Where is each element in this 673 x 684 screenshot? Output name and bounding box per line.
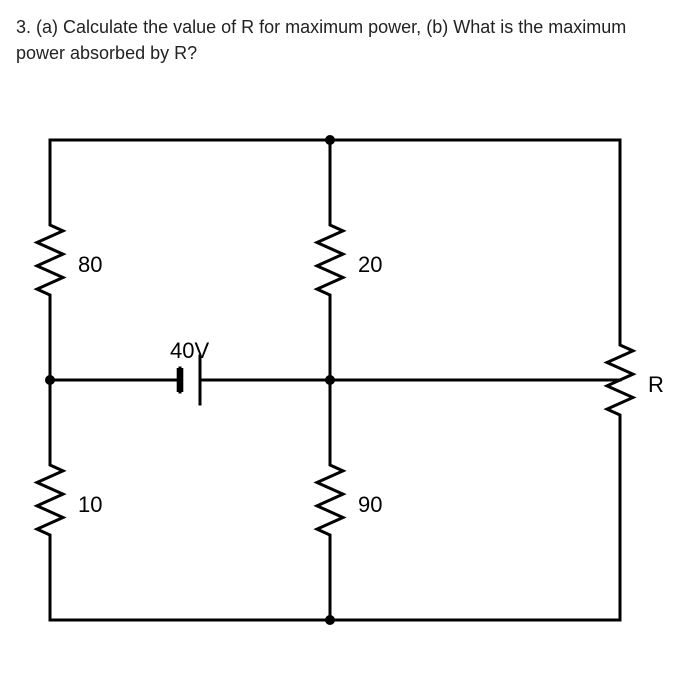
- page: 3. (a) Calculate the value of R for maxi…: [0, 0, 673, 684]
- question-part-a: (a) Calculate the value of R for maximum…: [36, 17, 421, 37]
- question-text: 3. (a) Calculate the value of R for maxi…: [16, 14, 657, 66]
- circuit-diagram: 80 20 10 90 R 40V: [0, 100, 673, 660]
- question-number: 3.: [16, 17, 31, 37]
- label-R10: 10: [78, 492, 102, 518]
- label-R20: 20: [358, 252, 382, 278]
- label-RR: R: [648, 372, 664, 398]
- label-source: 40V: [170, 338, 209, 364]
- label-R80: 80: [78, 252, 102, 278]
- label-R90: 90: [358, 492, 382, 518]
- circuit-svg: [0, 100, 673, 660]
